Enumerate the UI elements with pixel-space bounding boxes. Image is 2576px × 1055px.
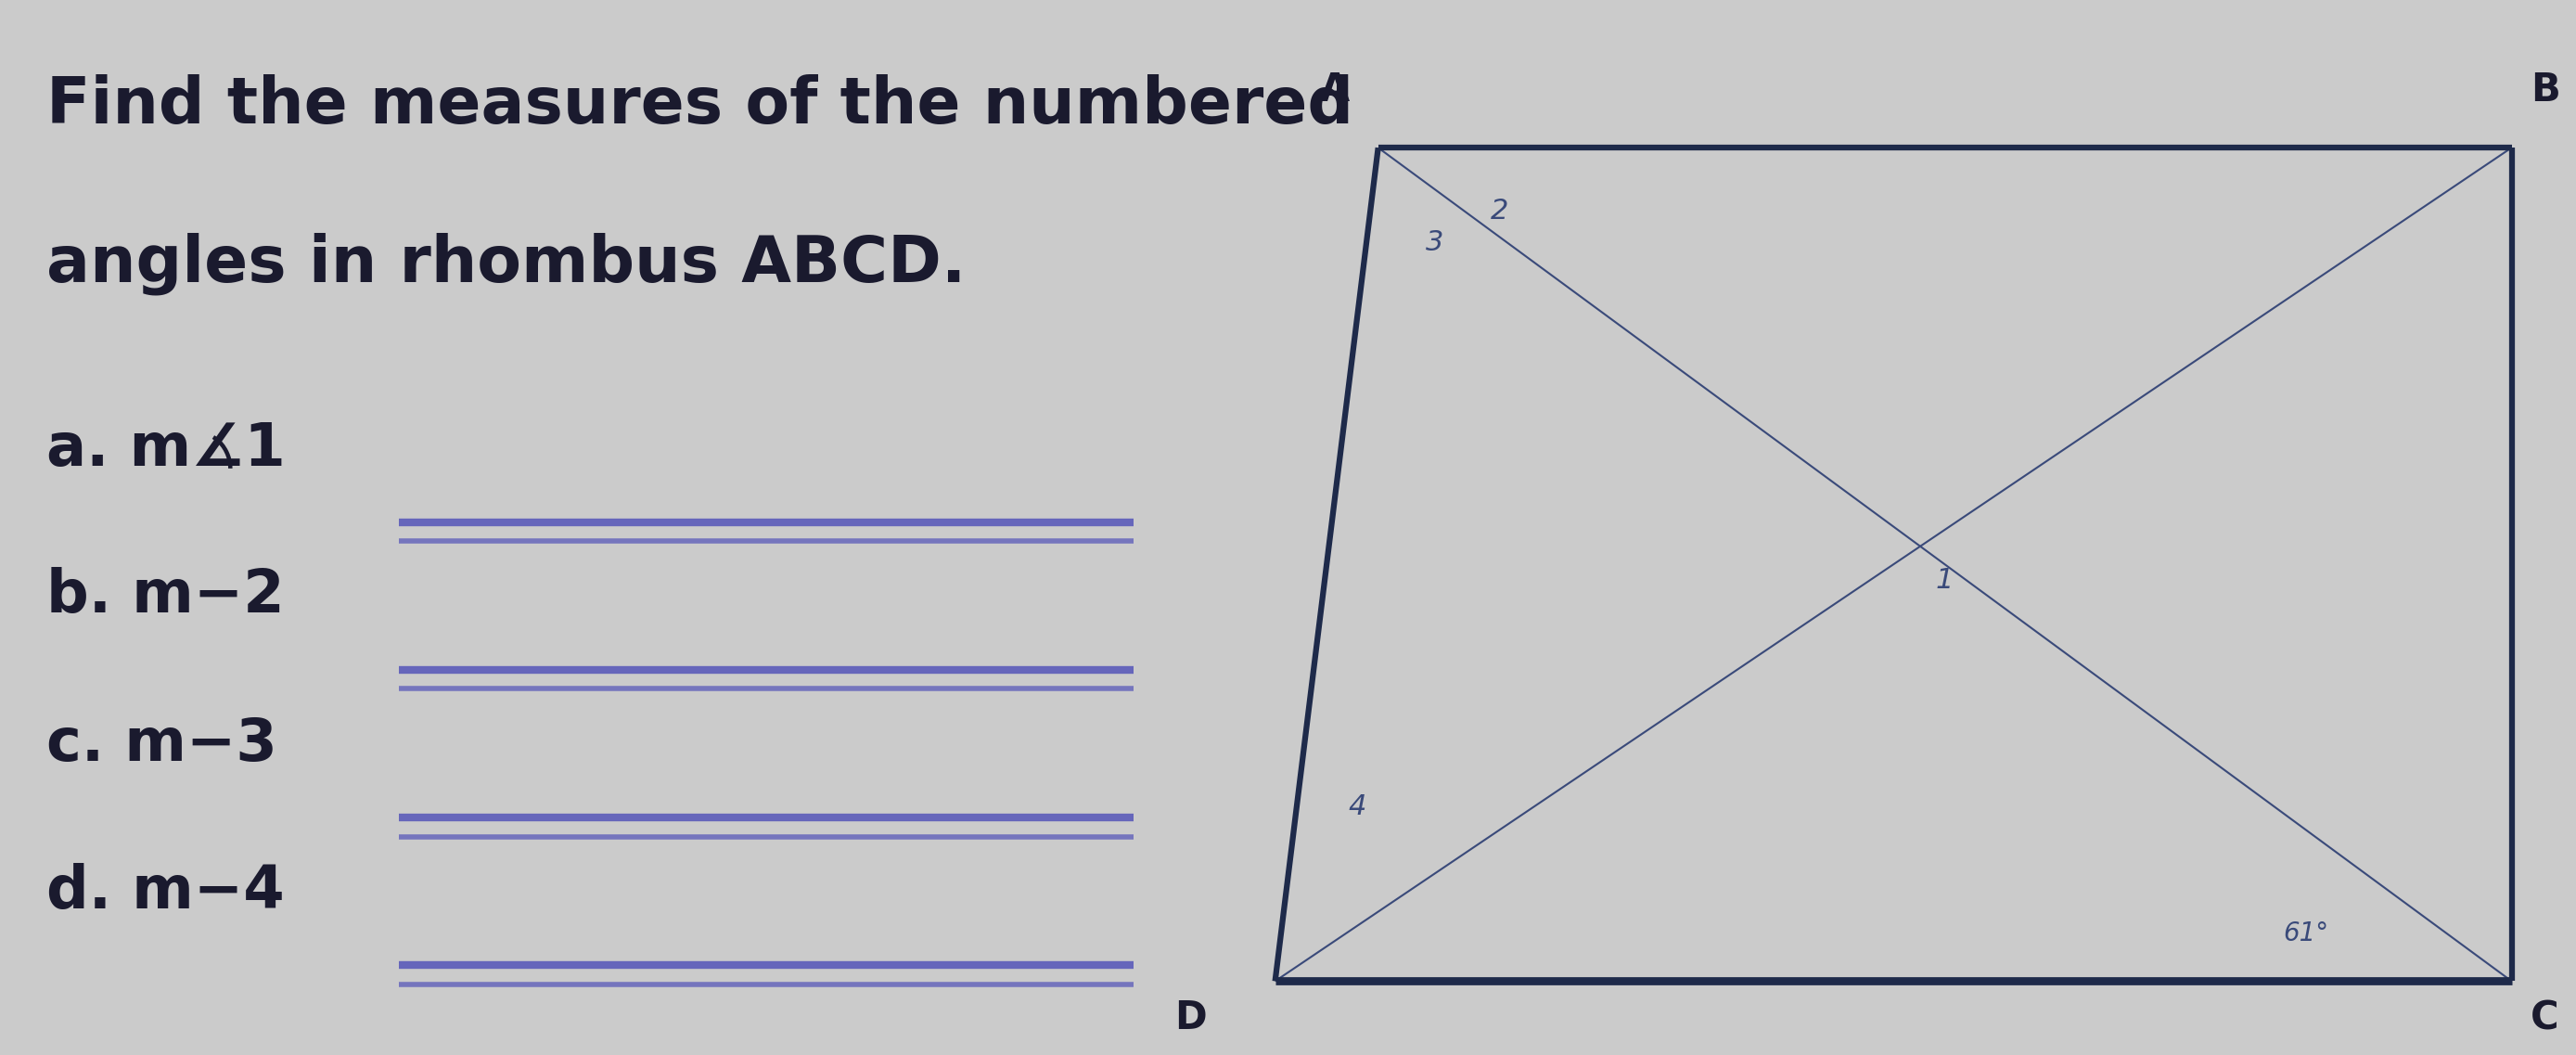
Text: b. m−2: b. m−2 [46, 568, 283, 625]
Text: 3: 3 [1427, 229, 1443, 256]
Text: d. m−4: d. m−4 [46, 863, 283, 920]
Text: B: B [2530, 71, 2561, 109]
Text: A: A [1319, 71, 1350, 109]
Text: a. m∡1: a. m∡1 [46, 420, 286, 477]
Text: Find the measures of the numbered: Find the measures of the numbered [46, 74, 1352, 136]
Text: C: C [2530, 999, 2561, 1037]
Text: 61°: 61° [2282, 921, 2329, 946]
Text: D: D [1175, 999, 1206, 1037]
Text: 1: 1 [1937, 567, 1953, 594]
Text: c. m−3: c. m−3 [46, 715, 278, 772]
Text: 2: 2 [1492, 197, 1507, 225]
Text: 4: 4 [1350, 793, 1365, 821]
Text: angles in rhombus ABCD.: angles in rhombus ABCD. [46, 232, 966, 294]
